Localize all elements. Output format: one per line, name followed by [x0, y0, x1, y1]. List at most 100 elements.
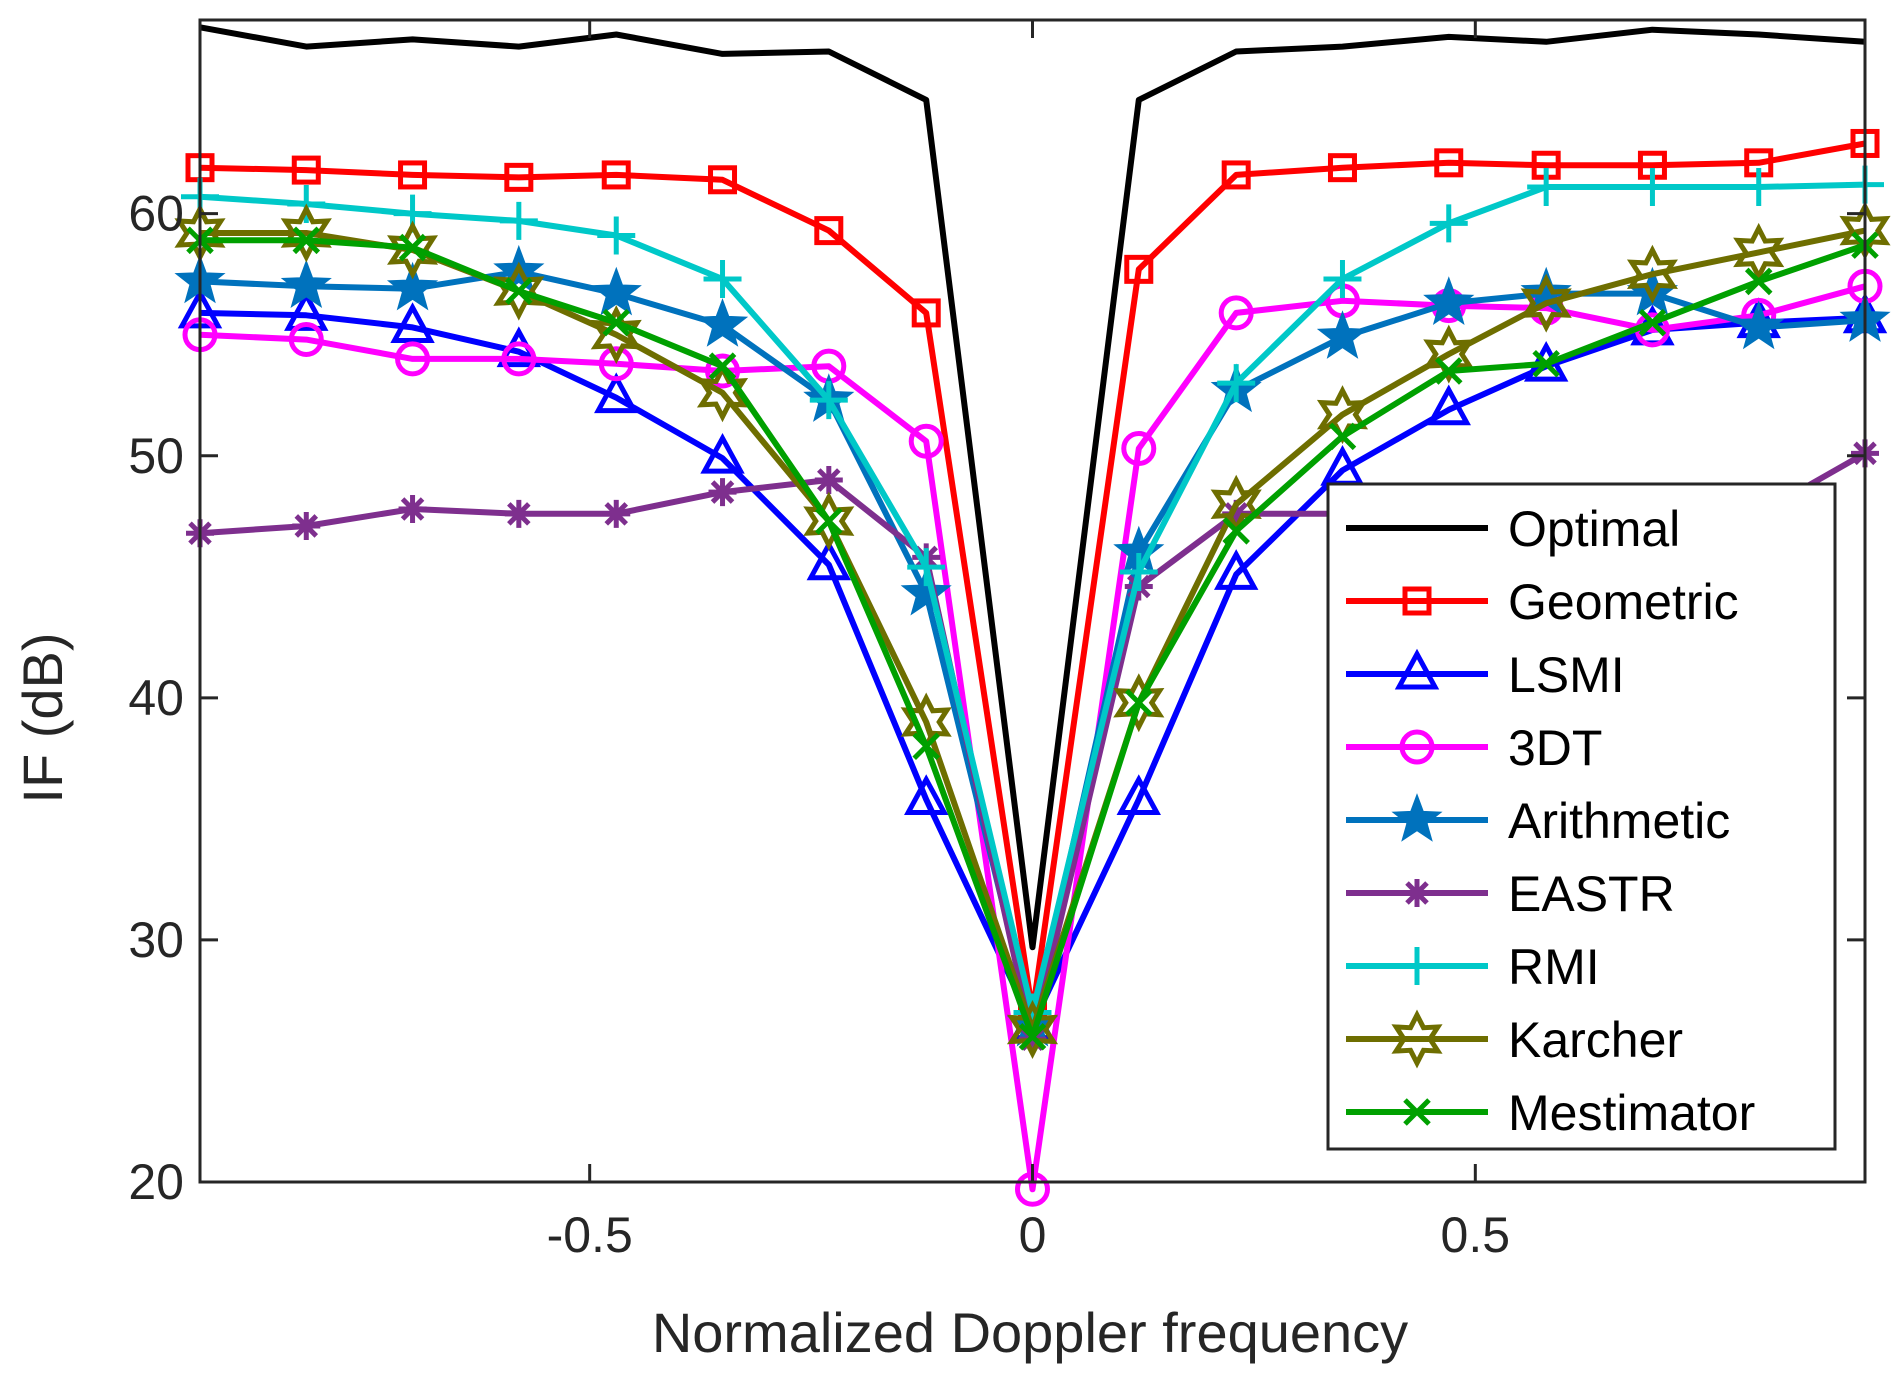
data-point-3dt [1218, 295, 1254, 331]
data-point-eastr [504, 499, 533, 528]
data-point-rmi [1323, 260, 1362, 299]
data-point-lsmi [1116, 774, 1161, 816]
data-point-karcher [1006, 1000, 1059, 1060]
legend-marker [1399, 729, 1435, 765]
legend-marker [1391, 1009, 1443, 1069]
data-point-karcher [493, 261, 545, 321]
data-point-geometric [601, 160, 631, 190]
data-point-karcher [1733, 222, 1785, 282]
data-point-arithmetic [1733, 300, 1785, 350]
legend-marker [1391, 793, 1443, 842]
data-point-geometric [398, 160, 428, 190]
series-line-3dt [199, 283, 1866, 1193]
data-point-geometric [1221, 160, 1251, 190]
data-point-mestimator [1328, 422, 1357, 451]
legend-label: RMI [1508, 939, 1600, 995]
data-point-3dt [288, 322, 324, 358]
data-point-rmi [907, 548, 946, 587]
data-point-3dt [705, 353, 741, 389]
data-point-rmi [809, 381, 848, 420]
legend-label: 3DT [1508, 720, 1602, 776]
data-point-karcher [387, 220, 439, 280]
data-point-lsmi [806, 539, 852, 581]
x-tick-label: -0.5 [547, 1207, 633, 1263]
data-point-geometric [708, 165, 738, 195]
legend-item-arithmetic: Arithmetic [1346, 793, 1730, 849]
data-point-geometric [1327, 153, 1357, 183]
data-point-eastr [1222, 499, 1251, 528]
legend-label: Optimal [1508, 501, 1680, 557]
y-axis-label: IF (dB) [11, 632, 74, 803]
data-point-arithmetic [386, 261, 439, 311]
data-point-lsmi [390, 302, 435, 343]
x-tick-label: 0.5 [1441, 1207, 1511, 1263]
data-point-karcher [1626, 244, 1678, 304]
data-point-eastr [292, 511, 321, 540]
data-point-rmi [1739, 168, 1778, 207]
y-tick-label: 50 [128, 428, 184, 484]
data-point-rmi [1429, 204, 1468, 243]
data-point-karcher [280, 203, 332, 263]
data-point-arithmetic [1316, 310, 1369, 359]
data-point-geometric [1124, 254, 1154, 284]
data-point-arithmetic [590, 266, 642, 316]
data-point-eastr [602, 499, 631, 528]
legend-marker [1394, 648, 1440, 690]
data-point-rmi [1527, 168, 1566, 207]
legend-label: Geometric [1508, 574, 1739, 630]
data-point-karcher [590, 305, 642, 365]
y-tick-label: 60 [128, 186, 184, 242]
data-point-lsmi [1426, 384, 1471, 426]
data-point-mestimator [398, 233, 427, 262]
legend-item-rmi: RMI [1346, 939, 1600, 995]
data-point-lsmi [1213, 549, 1259, 590]
legend-item-mestimator: Mestimator [1346, 1085, 1755, 1141]
data-point-lsmi [904, 774, 949, 816]
data-point-eastr [398, 495, 427, 524]
data-point-rmi [499, 201, 538, 240]
legend-marker [1403, 879, 1431, 907]
data-point-mestimator [1018, 1022, 1047, 1051]
data-point-geometric [814, 216, 844, 246]
series-optimal [199, 24, 1866, 951]
data-point-mestimator [1222, 517, 1250, 545]
y-tick-label: 30 [128, 912, 184, 968]
data-point-mestimator [602, 308, 631, 337]
data-point-arithmetic [1423, 276, 1475, 326]
series-3dt [182, 268, 1883, 1207]
data-point-geometric [291, 155, 321, 185]
data-point-rmi [1217, 364, 1256, 403]
axes-layer: -0.5 0 0.5 20 30 40 50 60 [128, 18, 1867, 1263]
legend-marker [1403, 1098, 1431, 1126]
data-point-3dt [1121, 430, 1157, 466]
x-axis-label: Normalized Doppler frequency [652, 1301, 1408, 1364]
data-point-rmi [1119, 552, 1158, 591]
legend-marker [1402, 586, 1432, 616]
data-point-3dt [908, 423, 944, 459]
data-point-mestimator [1638, 308, 1667, 337]
data-point-lsmi [594, 372, 639, 414]
legend-item-3dt: 3DT [1346, 720, 1602, 776]
y-tick-label: 40 [128, 670, 184, 726]
data-point-lsmi [700, 432, 745, 474]
data-point-mestimator [912, 732, 940, 761]
y-tick-label: 20 [128, 1154, 184, 1210]
data-point-karcher [1520, 273, 1572, 333]
data-point-geometric [1434, 148, 1464, 178]
legend-label: EASTR [1508, 866, 1675, 922]
data-point-mestimator [292, 226, 321, 255]
data-point-karcher [696, 363, 749, 423]
legend-item-lsmi: LSMI [1346, 647, 1625, 703]
data-point-geometric [504, 162, 534, 192]
data-point-arithmetic [280, 259, 332, 309]
data-point-geometric [911, 298, 941, 328]
data-point-eastr [708, 478, 737, 507]
data-point-mestimator [1434, 357, 1463, 385]
data-point-karcher [1113, 673, 1165, 733]
series-mestimator [186, 226, 1879, 1051]
legend-label: Arithmetic [1508, 793, 1730, 849]
data-point-3dt [501, 341, 537, 377]
data-point-3dt [598, 346, 634, 382]
legend-item-eastr: EASTR [1346, 866, 1675, 922]
data-point-arithmetic [696, 298, 749, 347]
